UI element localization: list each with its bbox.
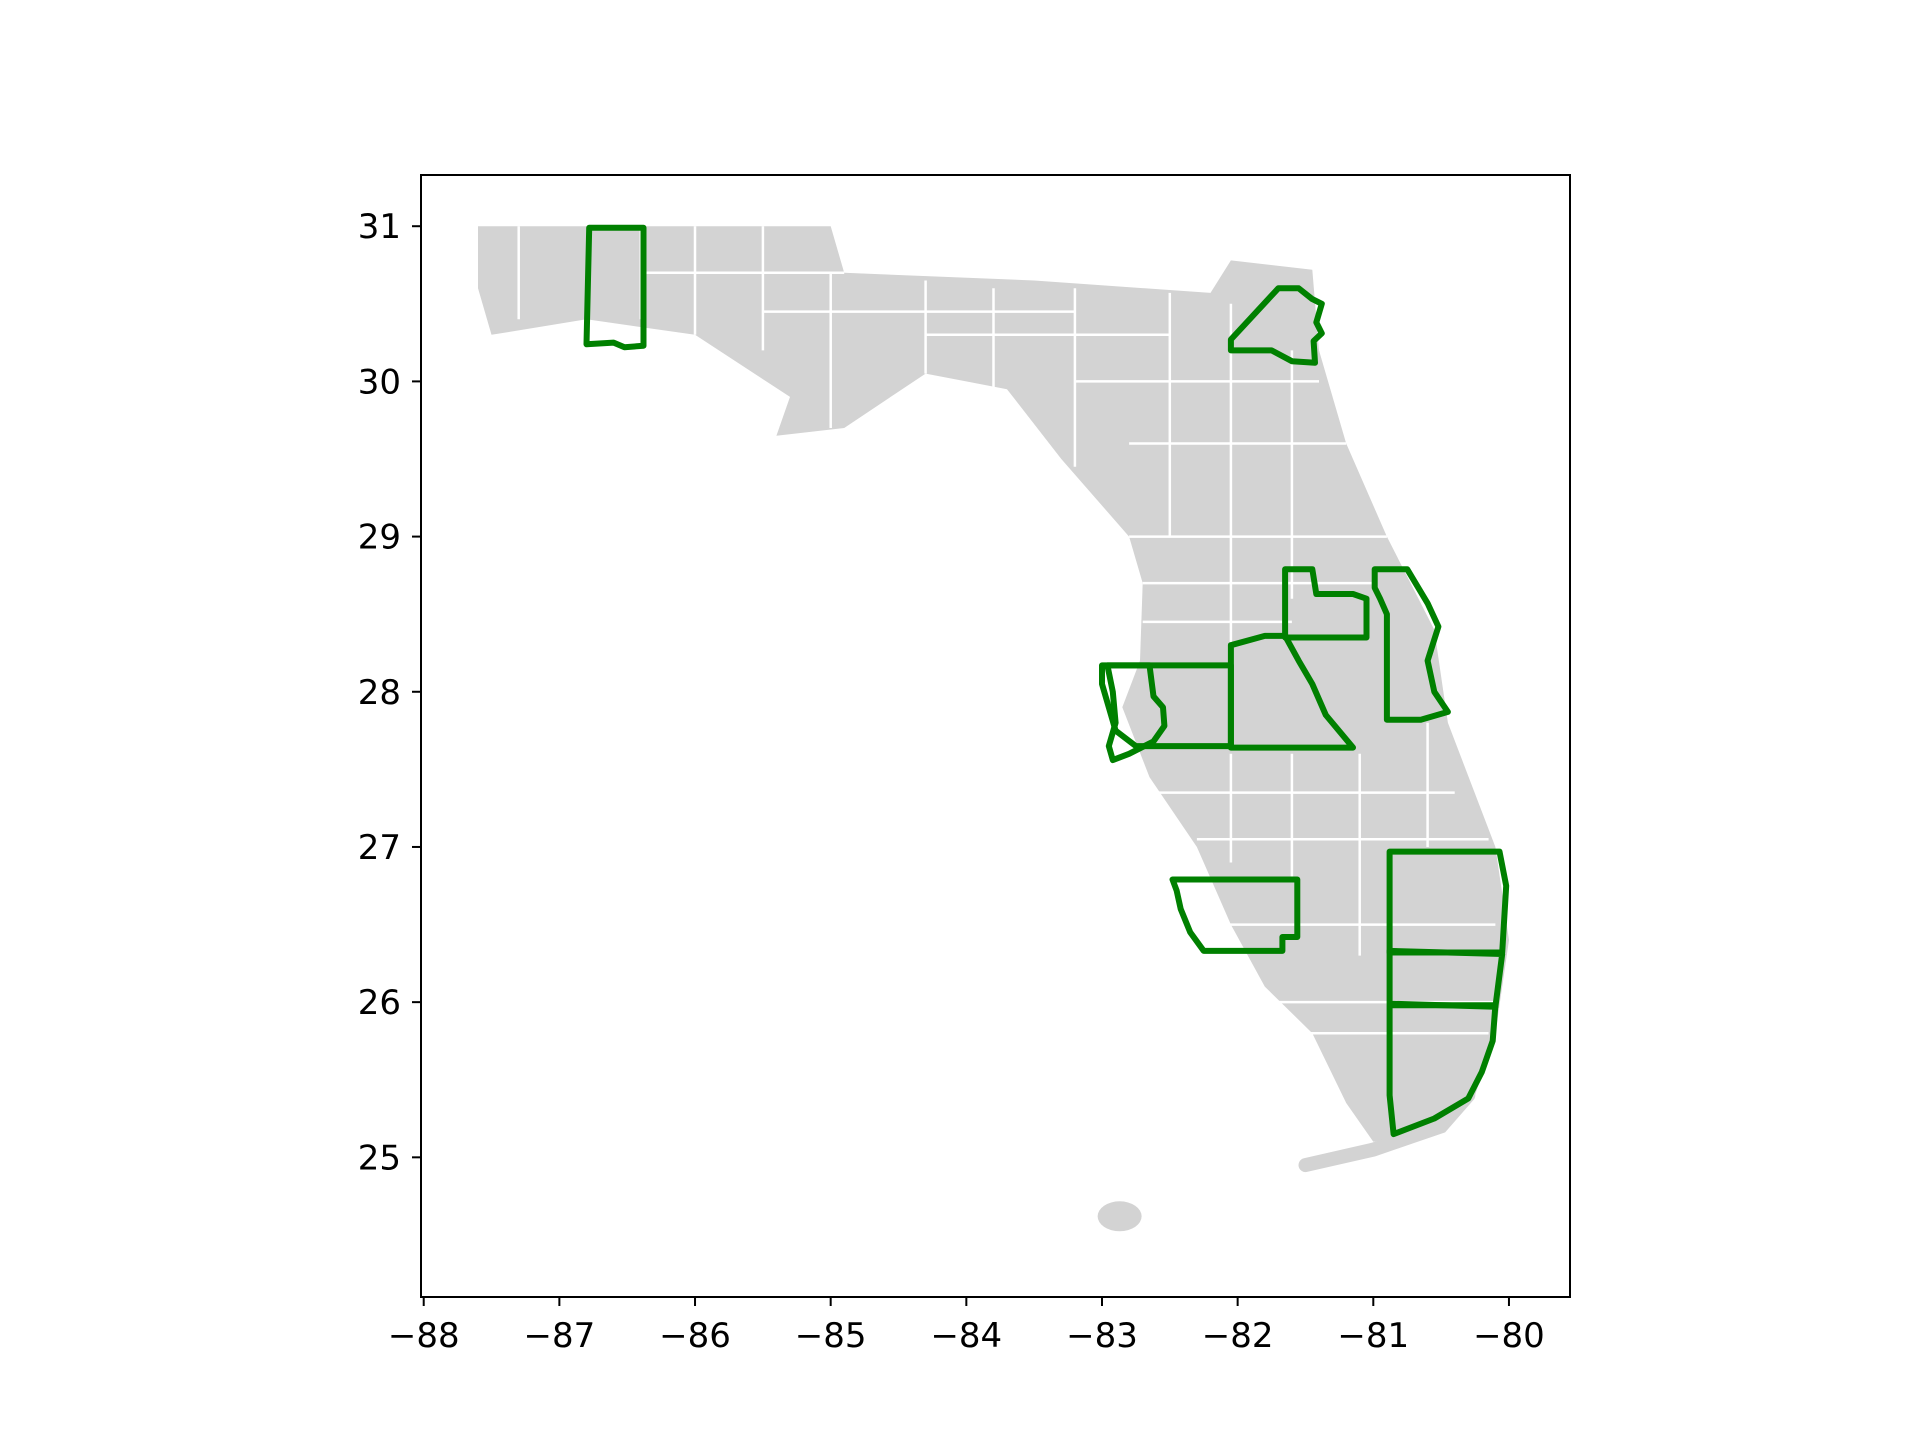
dry-tortugas-island [1097,1201,1142,1232]
x-tick-label: −85 [795,1316,867,1356]
highlighted-county-outline [1227,285,1325,366]
y-tick-label: 31 [358,207,401,247]
y-tick-label: 30 [358,362,401,402]
x-axis: −88 −87 −86 −85 −84 −83 −82 −81 −80 [388,1297,1545,1356]
land-layer [478,226,1509,1232]
highlighted-county-outline [1371,566,1451,723]
highlighted-county-outline [1227,632,1356,751]
y-tick-label: 29 [358,518,401,558]
y-tick-label: 28 [358,673,401,713]
highlighted-county-outline [1169,876,1301,954]
highlighted-county-outline [583,224,647,351]
highlighted-county-outline [1104,662,1168,764]
x-tick-label: −82 [1202,1316,1274,1356]
y-axis: 25 26 27 28 29 30 31 [358,207,421,1178]
x-tick-label: −88 [388,1316,460,1356]
x-tick-label: −86 [659,1316,731,1356]
y-tick-label: 27 [358,828,401,868]
highlighted-county-outline [1386,848,1510,956]
florida-land [478,226,1509,1142]
highlighted-counties-layer [583,224,1510,1138]
florida-keys [1298,1088,1476,1173]
x-tick-label: −80 [1473,1316,1545,1356]
x-tick-label: −81 [1337,1316,1409,1356]
x-tick-label: −84 [930,1316,1002,1356]
axes-frame [420,174,1571,1298]
x-tick-label: −87 [523,1316,595,1356]
highlighted-county-outline [1386,1002,1499,1138]
y-tick-label: 25 [358,1138,401,1178]
highlighted-county-outline [1282,566,1370,641]
y-tick-label: 26 [358,983,401,1023]
x-tick-label: −83 [1066,1316,1138,1356]
